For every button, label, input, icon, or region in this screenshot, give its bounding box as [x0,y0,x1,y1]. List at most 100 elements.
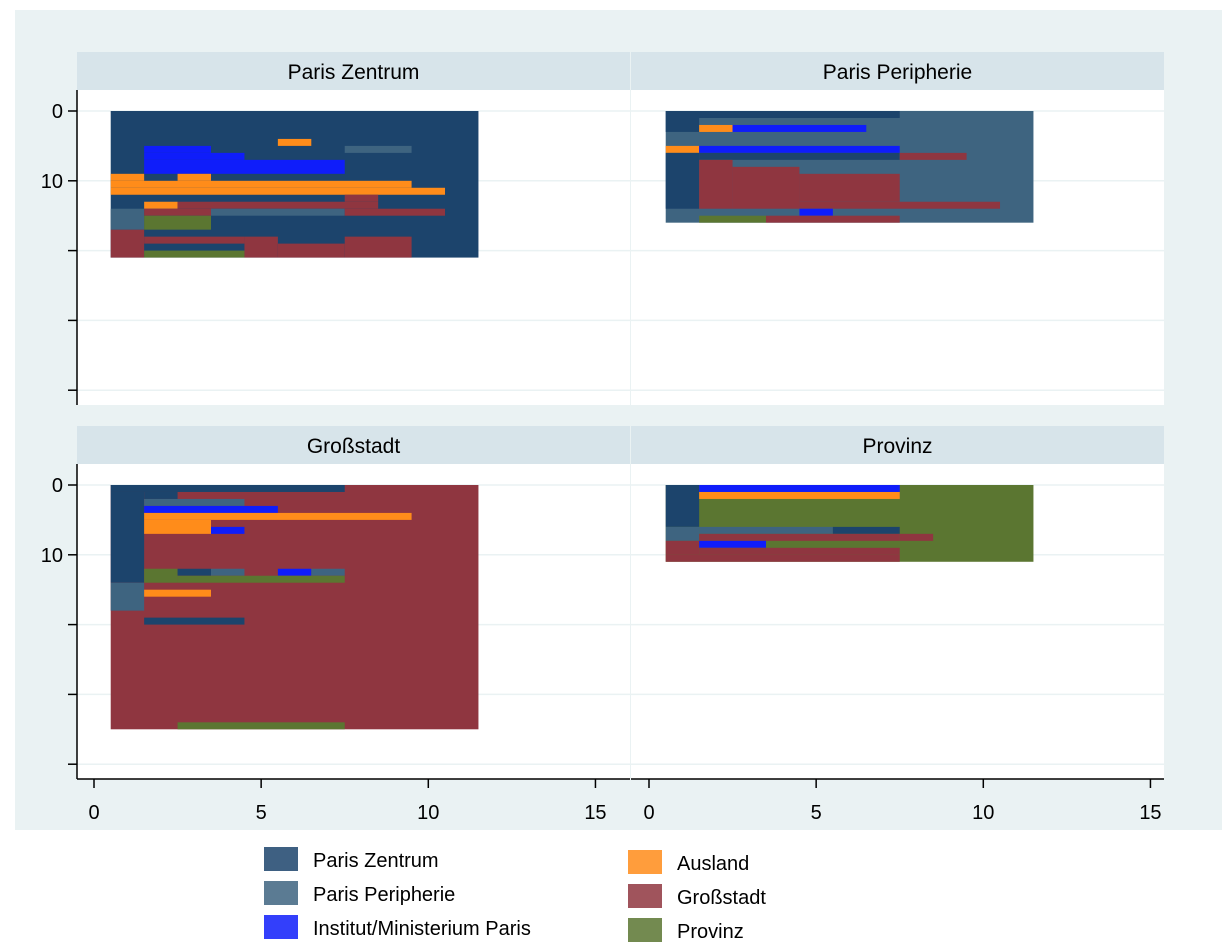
legend-swatch [264,881,298,905]
heatmap-cell [665,540,700,555]
panel-header [77,52,630,90]
x-tick-label: 5 [256,802,267,824]
legend-item-institut-ministerium-paris: Institut/Ministerium Paris [264,915,531,940]
heatmap-cell [110,229,145,258]
x-tick-label: 10 [972,802,994,824]
heatmap-cell [665,111,900,118]
legend-item-grossstadt: Großstadt [628,884,766,909]
panel-title: Provinz [862,435,932,458]
legend-item-provinz: Provinz [628,918,744,943]
heatmap-cell [699,491,900,499]
heatmap-cell [144,505,278,513]
heatmap-cell [144,568,178,583]
heatmap-cell [110,485,345,492]
heatmap-cell [144,236,245,244]
panel-provinz: Provinz 0 5 10 15 [631,426,1164,824]
heatmap-cell [277,568,312,576]
heatmap-cell [244,236,278,258]
heatmap-cell [177,201,379,209]
x-tick-label: 15 [584,802,606,824]
heatmap-cell [732,124,867,132]
panels: Paris Zentrum 0 10 Paris Peripherie Großstad… [41,52,1164,824]
heatmap-cell [832,526,900,534]
heatmap-cell [144,498,245,506]
heatmap-cell [144,589,212,597]
panel-grossstadt: Großstadt 0 10 0 5 10 15 [41,426,630,824]
panel-paris-zentrum: Paris Zentrum 0 10 [41,52,630,405]
heatmap-cell [799,173,900,202]
legend-item-paris-peripherie: Paris Peripherie [264,881,455,906]
y-tick-label: 10 [41,171,63,193]
heatmap-cell [144,152,245,160]
y-tick-label: 10 [41,545,63,567]
legend-swatch [264,847,298,871]
heatmap-cell [699,547,900,555]
legend-label: Ausland [677,853,749,875]
heatmap-cell [665,526,700,541]
panel-title: Paris Zentrum [288,61,420,84]
heatmap-cell [699,215,767,223]
legend-label: Provinz [677,921,744,943]
panel-header [631,426,1164,464]
legend-label: Institut/Ministerium Paris [313,918,531,940]
heatmap-cell [144,617,245,625]
heatmap-cell [177,722,345,730]
heatmap-cell [665,117,700,132]
heatmap-cell [699,526,833,534]
heatmap-cell [699,124,733,132]
legend-label: Paris Peripherie [313,884,455,906]
heatmap-cell [144,215,212,230]
heatmap-cell [766,215,900,223]
x-tick-label: 0 [88,802,99,824]
heatmap-cell [344,194,379,202]
x-tick-label: 15 [1139,802,1161,824]
heatmap-cell [211,208,345,216]
heatmap-cell [144,519,212,534]
heatmap-cell [177,173,212,181]
panel-header [631,52,1164,90]
heatmap-cell [699,152,900,160]
heatmap-cell [665,145,700,153]
heatmap-cell [144,208,212,216]
legend: Paris Zentrum Ausland Paris Peripherie Groß… [264,847,766,943]
heatmap-cell [799,201,1001,209]
heatmap-cell [144,491,178,499]
legend-swatch [264,915,298,939]
legend-label: Großstadt [677,887,766,909]
x-tick-label: 0 [643,802,654,824]
heatmap-cell [665,152,700,209]
heatmap-cell [699,159,733,209]
heatmap-cell [211,568,245,576]
legend-swatch [628,918,662,942]
panel-paris-peripherie: Paris Peripherie [631,52,1164,405]
heatmap-cell [699,485,900,492]
heatmap-cell [110,173,145,181]
heatmap-cell [665,485,700,527]
heatmap-cell [144,201,178,209]
heatmap-cell [144,512,412,520]
panel-title: Paris Peripherie [823,61,972,84]
legend-swatch [628,884,662,908]
heatmap-cell [211,526,245,534]
heatmap-cell [344,208,446,216]
heatmap-cell [110,582,145,611]
heatmap-cell [699,533,900,541]
legend-item-ausland: Ausland [628,850,749,875]
x-tick-label: 5 [811,802,822,824]
heatmap-cell [144,159,345,174]
legend-item-paris-zentrum: Paris Zentrum [264,847,439,872]
heatmap-cell [277,243,345,258]
heatmap-cell [899,152,967,160]
heatmap-cell [344,145,412,153]
heatmap-cell [665,554,900,562]
heatmap-cell [311,568,345,576]
heatmap-cell [344,236,412,258]
y-tick-label: 0 [52,475,63,497]
y-tick-label: 0 [52,101,63,123]
heatmap-cell [177,568,212,576]
heatmap-cell [277,138,312,146]
heatmap-cell [732,166,800,209]
heatmap-cell [144,145,212,153]
panel-title: Großstadt [307,435,401,458]
heatmap-cell [699,145,900,153]
